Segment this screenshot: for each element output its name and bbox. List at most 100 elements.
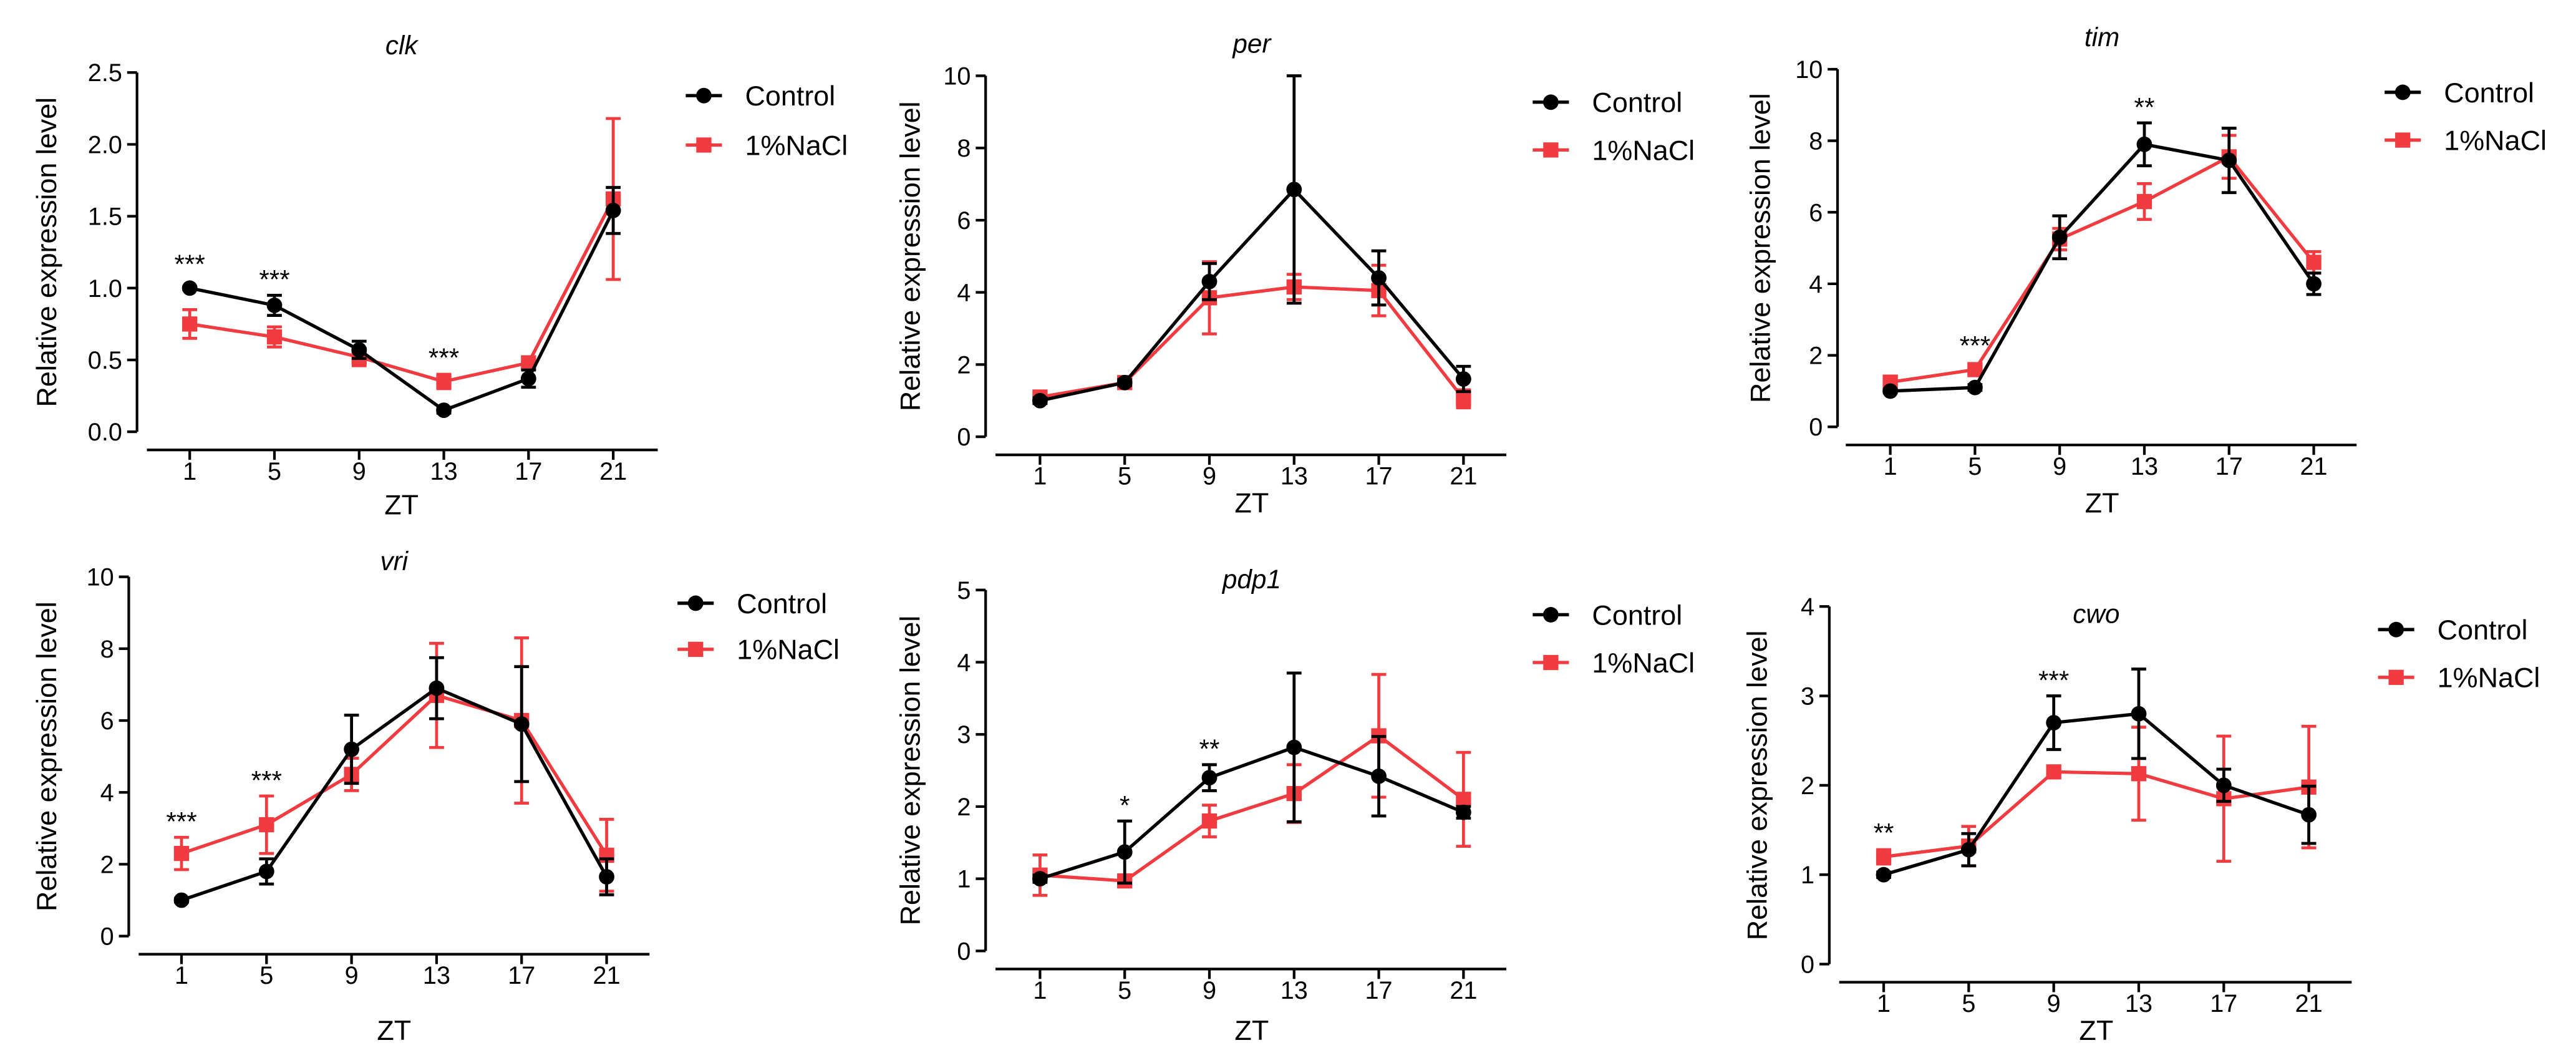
- tim-1nacl-point-zt13: [2136, 193, 2152, 210]
- per-x-tick-label: 17: [1365, 463, 1393, 490]
- cwo-legend-1nacl: 1%NaCl: [2378, 662, 2540, 694]
- pdp1-1nacl-line: [1040, 734, 1465, 883]
- clk-control-point-zt13: [436, 402, 452, 419]
- cwo-y-tick-label: 4: [1801, 593, 1814, 621]
- cwo-legend-control: Control: [2378, 614, 2528, 646]
- cwo-x-tick-label: 13: [2125, 990, 2152, 1017]
- per-y-axis-label: Relative expression level: [894, 101, 926, 411]
- vri-control-series: [173, 656, 615, 908]
- pdp1-control-point-zt13: [1286, 739, 1302, 755]
- cwo-significance-zt1: **: [1874, 818, 1894, 848]
- per-y-tick-label: 2: [957, 351, 971, 379]
- per-control-point-zt1: [1032, 392, 1048, 409]
- pdp1-x-tick-label: 1: [1033, 977, 1047, 1004]
- per-legend-control: Control: [1533, 87, 1682, 119]
- tim-x-tick-label: 17: [2215, 453, 2243, 480]
- pdp1-control-point-zt5: [1116, 844, 1133, 860]
- vri-x-tick-label: 17: [508, 962, 535, 989]
- pdp1-legend-1nacl-marker: [1543, 654, 1559, 671]
- cwo-y-tick-label: 0: [1801, 951, 1814, 978]
- per-y-tick-label: 8: [957, 135, 971, 162]
- clk-x-tick-label: 1: [183, 458, 196, 485]
- chart-clk: clk 0.0 0.5 1.0 1.5 2.0 2.5 1 5 9 13 17 21 ZT Relative…: [31, 31, 848, 520]
- clk-1nacl-line: [189, 198, 615, 384]
- clk-control-point-zt21: [605, 202, 621, 218]
- pdp1-y-tick-label: 1: [957, 866, 971, 893]
- cwo-x-axis-label: ZT: [2079, 1014, 2113, 1046]
- cwo-control-point-zt21: [2301, 807, 2317, 823]
- pdp1-legend-control-label: Control: [1592, 599, 1682, 631]
- cwo-title: cwo: [2073, 599, 2119, 629]
- per-y-tick-label: 10: [943, 63, 971, 90]
- cwo-control-series: [1876, 667, 2317, 883]
- per-y-tick-label: 0: [957, 424, 971, 451]
- per-control-point-zt13: [1286, 182, 1302, 198]
- clk-y-axis-label: Relative expression level: [31, 97, 62, 407]
- vri-legend-1nacl-label: 1%NaCl: [737, 634, 840, 666]
- per-1nacl-point-zt21: [1456, 391, 1471, 407]
- tim-control-point-zt13: [2136, 136, 2152, 152]
- per-control-point-zt9: [1201, 273, 1218, 289]
- tim-x-tick-label: 9: [2053, 453, 2066, 480]
- pdp1-legend-1nacl-label: 1%NaCl: [1592, 647, 1695, 679]
- pdp1-y-tick-label: 3: [957, 721, 971, 749]
- vri-y-tick-label: 10: [87, 564, 114, 591]
- vri-x-tick-label: 5: [259, 962, 273, 989]
- clk-x-axis-label: ZT: [384, 488, 419, 520]
- clk-significance-zt1: ***: [175, 250, 205, 279]
- pdp1-y-tick-label: 0: [957, 938, 971, 965]
- tim-y-tick-label: 4: [1809, 271, 1823, 298]
- per-control-point-zt17: [1371, 270, 1387, 286]
- per-x-tick-label: 13: [1281, 463, 1308, 490]
- clk-1nacl-series: [182, 117, 621, 391]
- cwo-y-tick-label: 3: [1801, 683, 1814, 711]
- vri-control-point-zt5: [258, 863, 274, 880]
- vri-legend-control-label: Control: [737, 588, 827, 619]
- pdp1-x-tick-label: 5: [1118, 977, 1131, 1004]
- per-legend-control-marker: [1542, 94, 1559, 110]
- clk-x-tick-label: 13: [430, 458, 458, 485]
- vri-control-point-zt9: [344, 741, 360, 757]
- clk-y-tick-label: 1.0: [88, 275, 122, 303]
- per-1nacl-series: [1032, 260, 1471, 410]
- per-legend-1nacl: 1%NaCl: [1533, 134, 1695, 166]
- cwo-control-line: [1883, 712, 2310, 876]
- cwo-x-tick-label: 1: [1877, 990, 1891, 1017]
- clk-1nacl-point-zt13: [436, 374, 452, 389]
- tim-1nacl-series: [1882, 133, 2322, 390]
- tim-y-tick-label: 0: [1809, 414, 1823, 441]
- cwo-legend-control-marker: [2388, 621, 2404, 638]
- cwo-control-point-zt5: [1960, 842, 1977, 858]
- clk-x-tick-label: 9: [352, 458, 366, 485]
- chart-per: per 0 2 4 6 8 10 1 5 9 13 17 21 ZT Relative expression…: [894, 29, 1695, 519]
- per-control-point-zt21: [1455, 371, 1471, 387]
- clk-y-tick-label: 2.0: [88, 131, 122, 158]
- clk-y-tick-label: 1.5: [88, 203, 122, 231]
- per-x-tick-label: 5: [1118, 463, 1131, 490]
- clk-control-point-zt1: [182, 280, 198, 296]
- vri-y-tick-label: 6: [100, 707, 114, 735]
- tim-x-tick-label: 13: [2131, 453, 2158, 480]
- tim-significance-zt5: ***: [1960, 331, 1990, 361]
- vri-1nacl-line: [181, 694, 608, 857]
- pdp1-legend-1nacl: 1%NaCl: [1533, 647, 1695, 679]
- pdp1-x-tick-label: 13: [1281, 977, 1308, 1004]
- tim-legend-1nacl-marker: [2395, 132, 2411, 148]
- pdp1-y-tick-label: 4: [957, 649, 971, 677]
- tim-y-tick-label: 8: [1809, 128, 1823, 155]
- tim-y-tick-label: 10: [1795, 56, 1823, 84]
- vri-1nacl-point-zt1: [173, 845, 190, 862]
- pdp1-title: pdp1: [1221, 565, 1281, 594]
- clk-1nacl-point-zt1: [182, 316, 198, 332]
- chart-cwo: cwo 0 1 2 3 4 1 5 9 13 17 21 ZT Relative expression l…: [1741, 593, 2540, 1046]
- tim-control-series: [1882, 121, 2322, 399]
- clk-x-tick-label: 21: [599, 458, 627, 485]
- tim-control-point-zt1: [1882, 383, 1899, 399]
- pdp1-control-point-zt17: [1371, 768, 1387, 784]
- tim-control-line: [1890, 142, 2315, 393]
- cwo-legend-control-label: Control: [2438, 614, 2528, 646]
- vri-y-tick-label: 4: [100, 779, 114, 807]
- clk-legend-1nacl: 1%NaCl: [685, 129, 848, 161]
- vri-x-tick-label: 13: [423, 962, 450, 989]
- pdp1-significance-zt9: **: [1199, 734, 1220, 764]
